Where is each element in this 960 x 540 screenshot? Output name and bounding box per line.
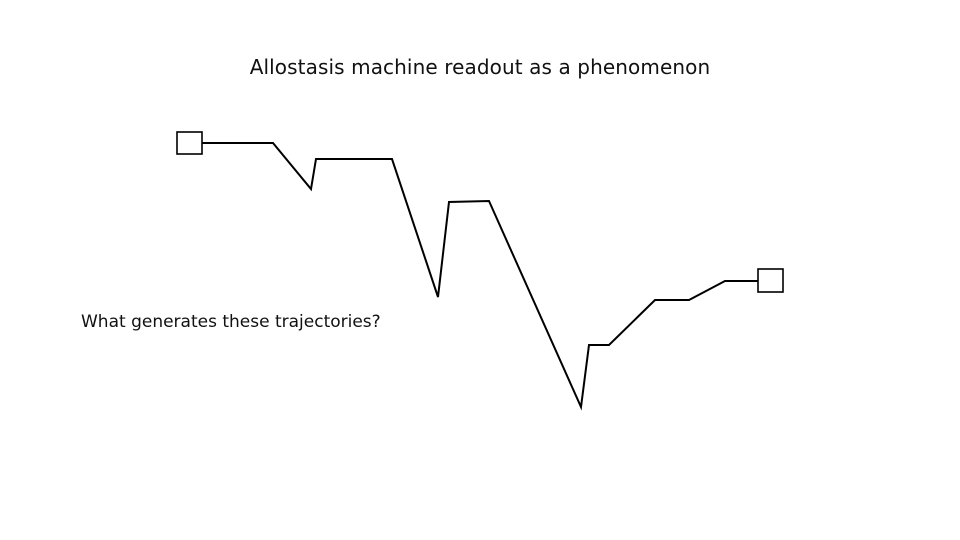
- start-marker: [176, 131, 203, 155]
- trajectory-line: [202, 142, 758, 411]
- slide-title: Allostasis machine readout as a phenomen…: [249, 55, 711, 79]
- question-text: What generates these trajectories?: [81, 312, 381, 332]
- end-marker: [757, 268, 784, 293]
